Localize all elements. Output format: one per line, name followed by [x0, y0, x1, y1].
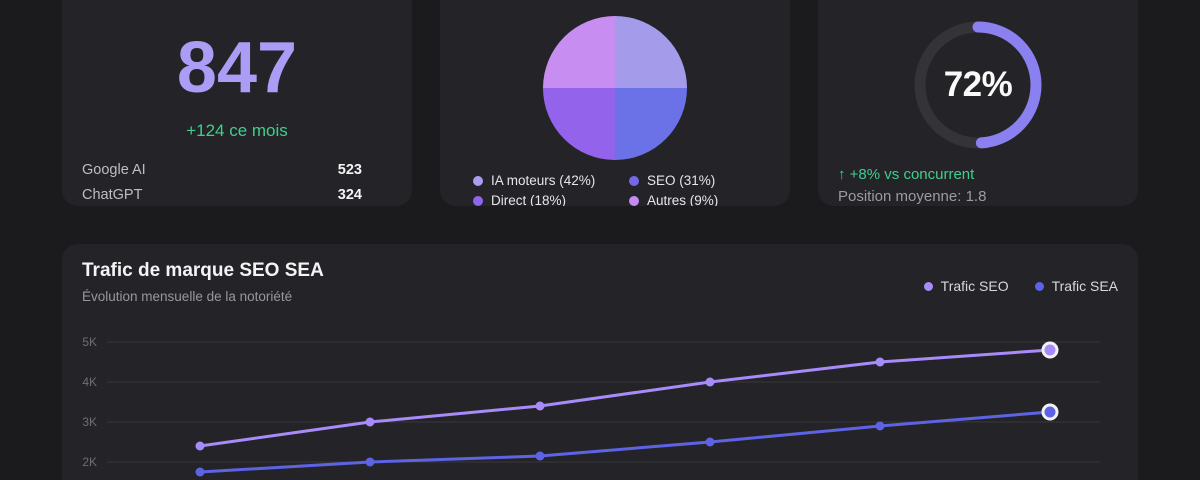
legend-dot-icon — [629, 176, 639, 186]
chart-subtitle: Évolution mensuelle de la notoriété — [82, 289, 293, 304]
y-axis-tick-label: 4K — [82, 375, 97, 389]
traffic-sources-pie-chart[interactable] — [543, 16, 687, 160]
legend-item-trafic-sea[interactable]: Trafic SEA — [1034, 278, 1118, 294]
y-axis-tick-label: 5K — [82, 335, 97, 349]
chart-titles: Trafic de marque SEO SEA Évolution mensu… — [82, 260, 324, 304]
gauge-value: 72% — [943, 65, 1013, 104]
legend-label: Trafic SEA — [1051, 278, 1118, 294]
chart-title: Trafic de marque SEO SEA — [82, 260, 324, 281]
legend-dot-icon — [1034, 281, 1044, 291]
series-line — [198, 348, 1052, 448]
y-axis-tick-label: 2K — [82, 455, 97, 469]
legend-label: Trafic SEO — [940, 278, 1009, 294]
series-point — [365, 417, 375, 427]
chart-header: Trafic de marque SEO SEA Évolution mensu… — [62, 244, 1138, 304]
y-axis-tick-label: 3K — [82, 415, 97, 429]
share-of-voice-gauge: 72% — [908, 15, 1048, 155]
legend-item-ia-moteurs[interactable]: IA moteurs (42%) — [473, 173, 629, 189]
stat-label: Google AI — [82, 161, 146, 178]
legend-item-seo[interactable]: SEO (31%) — [629, 173, 790, 189]
chart-legend: Trafic SEO Trafic SEA — [923, 260, 1118, 294]
stat-value: 324 — [337, 186, 362, 203]
average-position-note: Position moyenne: 1.8 — [838, 188, 987, 205]
legend-item-trafic-seo[interactable]: Trafic SEO — [923, 278, 1009, 294]
legend-label: Direct (18%) — [491, 193, 567, 206]
mentions-monthly-delta: +124 ce mois — [186, 121, 288, 140]
legend-item-direct[interactable]: Direct (18%) — [473, 193, 629, 206]
traffic-sources-card: IA moteurs (42%) SEO (31%) Direct (18%) … — [440, 0, 790, 206]
series-point-current — [1041, 341, 1059, 359]
legend-item-autres[interactable]: Autres (9%) — [629, 193, 790, 206]
series-line — [198, 410, 1052, 474]
stat-label: ChatGPT — [82, 186, 143, 203]
mentions-card: 847 +124 ce mois Google AI 523 ChatGPT 3… — [62, 0, 412, 206]
brand-traffic-card: Trafic de marque SEO SEA Évolution mensu… — [62, 244, 1138, 480]
share-of-voice-card: 72% ↑ +8% vs concurrent Position moyenne… — [818, 0, 1138, 206]
series-point-current — [1041, 403, 1059, 421]
traffic-line-chart[interactable]: 5K 4K 3K 2K — [82, 331, 1118, 480]
series-point — [365, 457, 375, 467]
stat-row-google-ai: Google AI 523 — [82, 157, 392, 182]
legend-dot-icon — [923, 281, 933, 291]
kpi-card-row: 847 +124 ce mois Google AI 523 ChatGPT 3… — [62, 0, 1138, 206]
stat-value: 523 — [337, 161, 362, 178]
mentions-total-value: 847 — [176, 28, 298, 108]
gauge-ring — [914, 21, 1042, 149]
series-point — [195, 441, 205, 451]
stat-row-chatgpt: ChatGPT 324 — [82, 182, 392, 206]
vs-competitor-delta: ↑ +8% vs concurrent — [838, 166, 975, 183]
legend-label: SEO (31%) — [647, 173, 716, 188]
legend-label: Autres (9%) — [647, 193, 719, 206]
legend-label: IA moteurs (42%) — [491, 173, 596, 188]
legend-dot-icon — [473, 196, 483, 206]
series-point — [195, 467, 205, 477]
series-point — [875, 357, 885, 367]
pie-legend: IA moteurs (42%) SEO (31%) Direct (18%) … — [473, 173, 790, 206]
legend-dot-icon — [629, 196, 639, 206]
series-point — [705, 377, 715, 387]
gauge-arc — [914, 21, 1042, 149]
legend-dot-icon — [473, 176, 483, 186]
mentions-breakdown-list: Google AI 523 ChatGPT 324 — [82, 157, 392, 206]
series-point — [535, 401, 545, 411]
series-point — [535, 451, 545, 461]
series-point — [875, 421, 885, 431]
series-point — [705, 437, 715, 447]
